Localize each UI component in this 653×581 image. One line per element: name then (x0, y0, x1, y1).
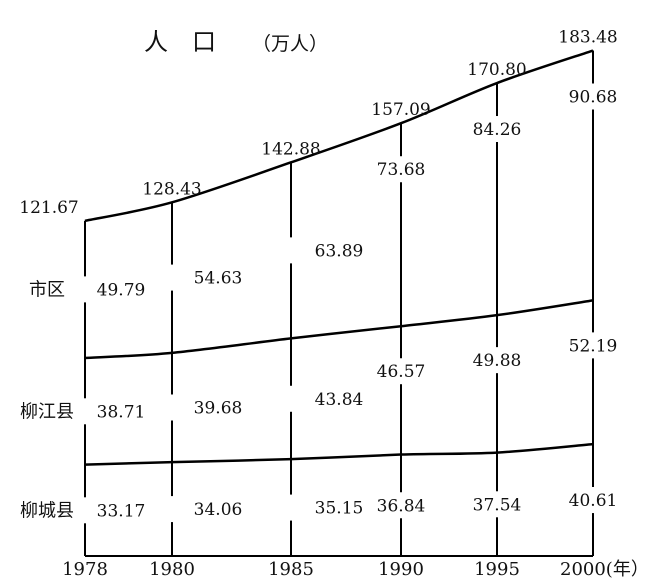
value-label: 54.63 (194, 269, 243, 289)
value-label: 35.15 (315, 499, 364, 519)
series-boundary-liucheng (85, 444, 593, 464)
value-label: 90.68 (569, 88, 618, 108)
total-label: 121.67 (19, 198, 78, 218)
value-label: 36.84 (377, 496, 426, 516)
total-label: 170.80 (467, 60, 526, 80)
value-label: 73.68 (377, 160, 426, 180)
value-label: 52.19 (569, 336, 618, 356)
total-label: 183.48 (558, 28, 617, 48)
value-label: 84.26 (473, 120, 522, 140)
total-label: 157.09 (371, 100, 430, 120)
chart-title: 人 口 (144, 28, 216, 56)
value-label: 63.89 (315, 241, 364, 261)
total-label: 128.43 (142, 179, 201, 199)
series-label: 市区 (29, 279, 65, 300)
chart-unit: （万人） (252, 33, 328, 55)
value-label: 34.06 (194, 500, 243, 520)
x-tick-label: 1985 (268, 559, 314, 580)
series-boundary-liujiang (85, 300, 593, 358)
value-label: 43.84 (315, 390, 364, 410)
value-label: 40.61 (569, 491, 618, 511)
series-label: 柳城县 (20, 500, 74, 521)
value-label: 49.79 (97, 280, 146, 300)
total-label: 142.88 (261, 139, 320, 159)
value-label: 33.17 (97, 501, 146, 521)
value-label: 39.68 (194, 399, 243, 419)
series-label: 柳江县 (20, 401, 74, 422)
value-label: 38.71 (97, 402, 146, 422)
x-tick-label: 1980 (149, 559, 195, 580)
x-tick-label: 1978 (62, 559, 108, 580)
value-label: 49.88 (473, 351, 522, 371)
chart-marks: 1978 1980 1985 1990 1995 2000(年） 121.67 128.43 1… (19, 28, 649, 580)
x-tick-label: 1995 (474, 559, 520, 580)
x-tick-label: 2000(年） (560, 559, 649, 580)
value-label: 46.57 (377, 362, 426, 382)
x-tick-label: 1990 (378, 559, 424, 580)
value-label: 37.54 (473, 495, 522, 515)
